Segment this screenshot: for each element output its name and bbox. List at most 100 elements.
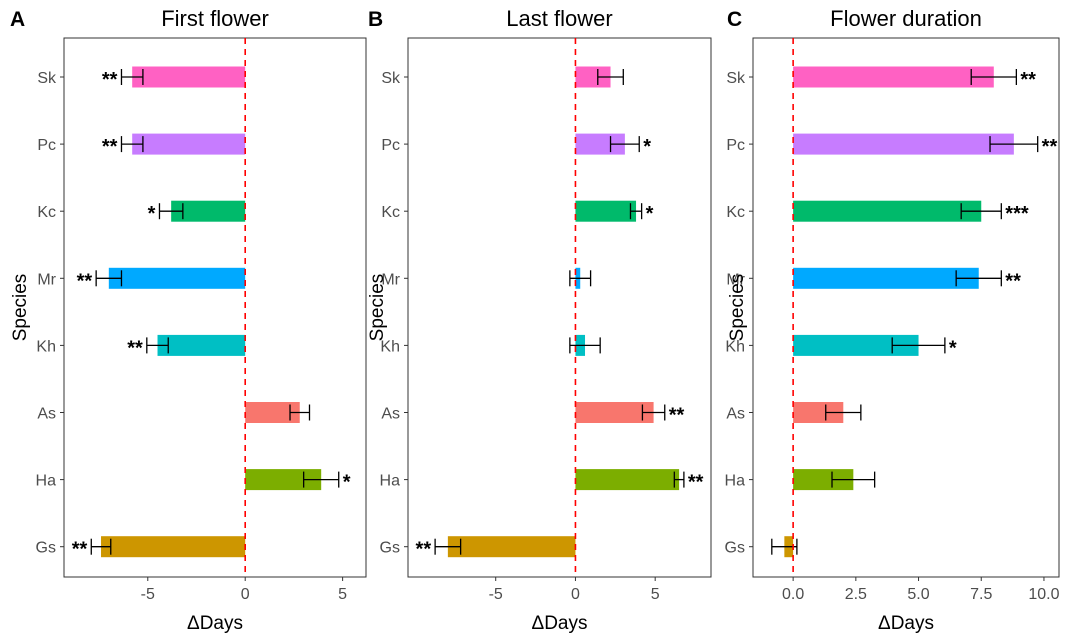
panel-letter: C [727,8,742,31]
bar-kc [793,200,982,222]
y-tick-label-sk: Sk [726,70,746,87]
x-axis-title: ΔDays [187,613,243,634]
bar-ha [575,469,680,491]
y-tick-label-kc: Kc [726,204,745,221]
bar-pc [575,133,625,155]
x-tick-label: 2.5 [845,586,867,603]
significance-marker-ha: * [343,472,351,494]
y-tick-label-sk: Sk [37,70,57,87]
x-tick-label: 5.0 [907,586,929,603]
significance-marker-mr: ** [77,270,93,292]
error-bar-gs [434,538,462,555]
x-tick-label: 5 [651,586,660,603]
y-tick-label-gs: Gs [380,540,400,557]
error-bar-mr [569,270,592,287]
significance-marker-ha: ** [688,472,704,494]
significance-marker-kh: * [949,337,957,359]
error-bar-kc [158,203,184,220]
plot-frame [63,37,367,578]
error-bar-kc [629,203,643,220]
error-bar-sk [120,69,144,85]
error-bar-kh [146,337,169,354]
y-axis-title: Species [10,274,31,342]
bar-kc [171,200,246,222]
x-tick-label: 0 [571,586,580,603]
y-tick-label-as: As [37,406,56,423]
bar-pc [132,133,246,155]
y-tick-label-mr: Mr [381,271,400,288]
error-bar-mr [955,270,1002,287]
y-tick-label-kh: Kh [380,338,400,355]
significance-marker-kc: *** [1005,203,1029,225]
error-bar-ha [831,471,876,488]
bar-pc [793,133,1014,155]
bar-gs [101,536,246,558]
bar-sk [132,66,246,88]
error-bar-sk [970,69,1018,85]
bar-mr [793,267,979,289]
x-tick-label: -5 [141,586,155,603]
significance-marker-sk: ** [102,69,118,91]
bar-kh [793,334,919,356]
panel-c: C Flower duration Sk ** Pc ** Kc *** Mr ** Kh * As Ha… [725,6,1060,634]
y-tick-label-as: As [726,406,745,423]
significance-marker-pc: ** [102,136,118,158]
significance-marker-kh: ** [127,337,143,359]
significance-marker-gs: ** [416,539,432,561]
x-axis-title: ΔDays [532,613,588,634]
significance-marker-pc: ** [1042,136,1058,158]
y-tick-label-kh: Kh [725,338,745,355]
x-tick-label: 0 [241,586,250,603]
y-axis-title: Species [367,274,388,342]
y-tick-label-sk: Sk [381,70,401,87]
y-tick-label-kc: Kc [37,204,56,221]
error-bar-pc [989,136,1039,153]
y-tick-label-pc: Pc [726,137,745,154]
x-axis-title: ΔDays [878,613,934,634]
error-bar-sk [597,69,624,85]
error-bar-kc [960,203,1002,220]
bar-ha [793,469,854,491]
plot-frame [407,37,712,578]
bar-kc [575,200,637,222]
y-tick-label-ha: Ha [725,473,746,490]
error-bar-ha [303,471,340,488]
y-tick-label-pc: Pc [37,137,56,154]
y-tick-label-ha: Ha [36,473,57,490]
panel-title: Flower duration [830,6,982,31]
error-bar-as [289,404,311,421]
y-tick-label-mr: Mr [726,271,745,288]
error-bar-as [825,404,862,421]
error-bar-kh [569,337,601,354]
panel-b: B Last flower Sk Pc * Kc * Mr Kh As ** Ha ** Gs ** -5 0 5… [367,6,712,634]
bar-sk [793,66,994,88]
x-tick-label: 10.0 [1028,586,1059,603]
panel-letter: A [10,8,25,31]
plot-frame [752,37,1060,578]
x-tick-label: 7.5 [970,586,992,603]
x-tick-label: 0.0 [782,586,804,603]
panel-title: First flower [161,6,269,31]
y-axis-title: Species [727,274,748,342]
significance-marker-sk: ** [1020,69,1036,91]
significance-marker-kc: * [646,203,654,225]
bar-mr [108,267,246,289]
error-bar-gs [90,538,112,555]
bar-as [245,402,300,423]
error-bar-kh [891,337,946,354]
y-tick-label-mr: Mr [37,271,56,288]
bar-sk [575,66,611,88]
bar-as [793,402,844,423]
bar-kh [157,334,246,356]
error-bar-ha [673,471,685,488]
y-tick-label-ha: Ha [380,473,401,490]
significance-marker-kc: * [148,203,156,225]
y-tick-label-pc: Pc [381,137,400,154]
bar-as [575,402,654,423]
x-tick-label: 5 [338,586,347,603]
y-tick-label-gs: Gs [725,540,745,557]
error-bar-as [641,404,666,421]
bar-ha [245,469,322,491]
y-tick-label-gs: Gs [36,540,56,557]
